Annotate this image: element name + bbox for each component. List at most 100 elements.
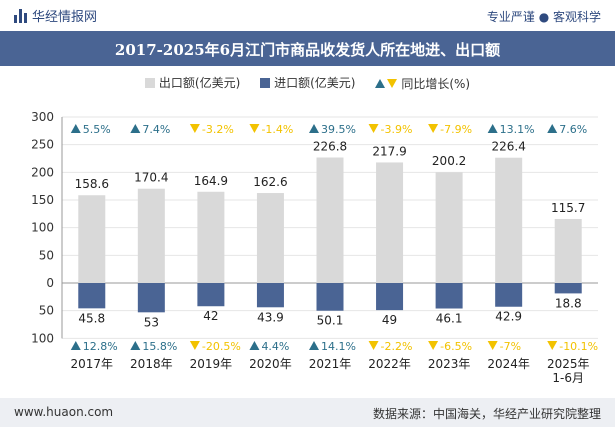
export-value-label: 158.6 [75,177,109,191]
y-tick-label: 150 [31,193,54,207]
triangle-up-icon [375,78,386,88]
triangle-up-icon [309,341,319,350]
x-tick-label: 2024年 [487,357,530,371]
legend-import: 进口额(亿美元) [260,74,355,91]
footer-url[interactable]: www.huaon.com [14,405,114,419]
legend-growth-label: 同比增长(%) [401,76,471,91]
footer: www.huaon.com 数据来源：中国海关，华经产业研究院整理 [0,398,615,427]
export-value-label: 170.4 [134,171,168,185]
import-bar [435,283,463,309]
y-tick-label: 250 [31,138,54,152]
export-bar [435,172,463,283]
export-growth-label: 13.1% [500,123,535,136]
import-value-label: 46.1 [436,312,463,326]
import-bar [78,283,106,309]
triangle-down-icon [428,341,439,350]
import-value-label: 43.9 [257,310,284,324]
triangle-down-icon [487,341,498,350]
x-tick-label: 2017年 [71,357,114,371]
triangle-up-icon [130,341,141,350]
bar-logo-icon [14,8,28,23]
export-growth-label: 5.5% [83,123,111,136]
export-value-label: 164.9 [194,174,228,188]
import-value-label: 49 [382,313,397,327]
x-tick-label: 2021年 [309,357,352,371]
import-growth-label: 4.4% [261,340,289,353]
y-tick-label: 200 [31,165,54,179]
import-value-label: 50.1 [317,314,344,328]
triangle-down-icon [547,341,558,350]
y-tick-label: 50 [39,304,54,318]
export-value-label: 226.4 [491,140,525,154]
export-value-label: 217.9 [372,144,406,158]
export-growth-label: 39.5% [321,123,356,136]
import-bar [554,283,582,294]
title-bar: 2017-2025年6月江门市商品收发货人所在地进、出口额 [0,31,615,66]
legend-growth: 同比增长(%) [375,75,470,92]
export-growth-label: 7.6% [559,123,587,136]
triangle-up-icon [487,124,498,133]
import-bar [197,283,225,307]
y-tick-label: 50 [39,248,54,262]
export-bar [256,193,284,283]
export-value-label: 200.2 [432,154,466,168]
import-growth-label: -2.2% [381,340,413,353]
x-tick-label: 1-6月 [552,371,584,385]
y-tick-label: 0 [46,276,54,290]
y-tick-label: 100 [31,221,54,235]
import-growth-label: -7% [500,340,521,353]
export-value-label: 115.7 [551,201,585,215]
triangle-up-icon [70,341,81,350]
export-bar [376,162,404,283]
chart-title: 2017-2025年6月江门市商品收发货人所在地进、出口额 [114,41,501,59]
export-bar [495,157,523,283]
triangle-down-icon [368,341,379,350]
triangle-up-icon [249,341,260,350]
chart-legend: 出口额(亿美元) 进口额(亿美元) 同比增长(%) [0,74,615,92]
import-growth-label: -6.5% [440,340,472,353]
x-tick-label: 2022年 [368,357,411,371]
logo-text: 华经情报网 [32,10,98,25]
x-tick-label: 2025年 [547,357,590,371]
import-growth-label: 12.8% [83,340,118,353]
export-value-label: 162.6 [253,175,287,189]
import-growth-label: -10.1% [559,340,598,353]
triangle-down-icon [387,78,398,88]
import-bar [137,283,165,313]
import-growth-label: 15.8% [142,340,177,353]
triangle-down-icon [189,124,200,133]
export-growth-label: -3.2% [202,123,234,136]
x-tick-label: 2020年 [249,357,292,371]
export-bar [137,188,165,283]
triangle-up-icon [130,124,141,133]
import-bar [316,283,344,311]
export-growth-label: 7.4% [142,123,170,136]
tagline: 专业严谨 ● 客观科学 [486,10,601,24]
y-tick-label: 300 [31,110,54,124]
triangle-down-icon [428,124,439,133]
legend-export: 出口额(亿美元) [144,74,241,91]
top-bar: 华经情报网 专业严谨 ● 客观科学 [0,0,615,30]
import-value-label: 42 [203,309,218,323]
import-value-label: 53 [144,315,159,329]
import-bar [256,283,284,308]
export-bar [554,218,582,283]
chart-plot: 300 250 200 150 100 50 0 50 100 158.6 45.8 170.4 53… [31,110,598,385]
logo[interactable]: 华经情报网 [14,6,97,25]
export-bar [197,191,225,283]
legend-import-label: 进口额(亿美元) [274,76,356,90]
export-bar [316,157,344,283]
triangle-up-icon [70,124,81,133]
x-tick-label: 2018年 [130,357,173,371]
triangle-up-icon [309,124,319,133]
legend-export-label: 出口额(亿美元) [158,76,241,90]
triangle-down-icon [249,124,260,133]
export-growth-label: -3.9% [381,123,413,136]
import-growth-label: -20.5% [202,340,241,353]
triangle-up-icon [547,124,558,133]
export-growth-label: -1.4% [261,123,293,136]
x-tick-label: 2019年 [190,357,233,371]
import-swatch-icon [260,77,271,88]
triangle-down-icon [368,124,379,133]
import-value-label: 18.8 [555,296,582,310]
